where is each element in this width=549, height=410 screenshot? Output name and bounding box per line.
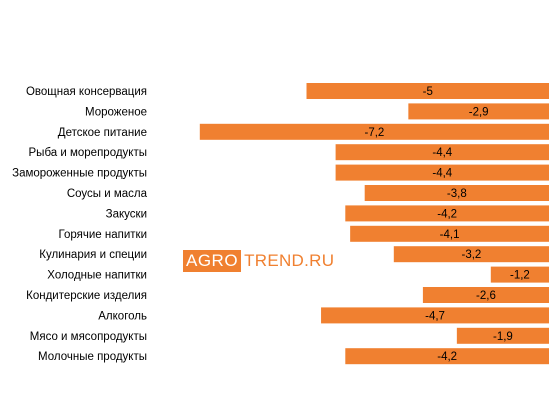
- data-label: -4,1: [440, 229, 460, 241]
- category-label: Кондитерские изделия: [26, 290, 147, 302]
- data-label: -2,9: [469, 106, 489, 118]
- bar: [199, 123, 549, 140]
- category-label: Детское питание: [58, 127, 147, 139]
- watermark-logo: AGRO: [183, 250, 242, 272]
- category-label: Кулинария и специи: [39, 249, 147, 261]
- bar: [306, 83, 549, 99]
- data-label: -4,2: [437, 208, 457, 220]
- bar: [350, 225, 549, 242]
- category-label: Овощная консервация: [26, 86, 147, 98]
- category-label: Замороженные продукты: [12, 168, 147, 180]
- category-label: Мясо и мясопродукты: [30, 331, 147, 343]
- data-label: -3,2: [461, 249, 481, 261]
- category-label: Холодные напитки: [47, 270, 147, 282]
- category-label: Закуски: [106, 208, 147, 220]
- bar: [456, 327, 549, 344]
- category-label: Алкоголь: [98, 310, 147, 322]
- bar: [490, 266, 549, 283]
- data-label: -5: [423, 86, 433, 98]
- category-label: Молочные продукты: [38, 351, 147, 363]
- data-label: -4,2: [437, 351, 457, 363]
- bar: [335, 144, 549, 161]
- data-label: -2,6: [476, 290, 496, 302]
- bar: [321, 307, 549, 324]
- data-label: -1,9: [493, 331, 513, 343]
- data-label: -7,2: [364, 127, 384, 139]
- category-label: Горячие напитки: [59, 229, 147, 241]
- category-label: Соусы и масла: [67, 188, 148, 200]
- bar: [393, 246, 549, 263]
- category-label: Мороженое: [85, 106, 147, 118]
- agrotrend-watermark: AGRO TREND.RU: [183, 250, 334, 272]
- data-label: -4,4: [432, 168, 452, 180]
- bar: [422, 287, 549, 303]
- data-label: -3,8: [447, 188, 467, 200]
- bar: [335, 164, 549, 181]
- bar: [345, 205, 549, 222]
- bar: [364, 185, 549, 201]
- data-label: -4,4: [432, 147, 452, 159]
- data-label: -1,2: [510, 270, 530, 282]
- watermark-domain: TREND.RU: [244, 251, 335, 270]
- data-label: -4,7: [425, 310, 445, 322]
- category-label: Рыба и морепродукты: [29, 147, 147, 159]
- bar: [408, 103, 549, 120]
- bar: [345, 348, 549, 365]
